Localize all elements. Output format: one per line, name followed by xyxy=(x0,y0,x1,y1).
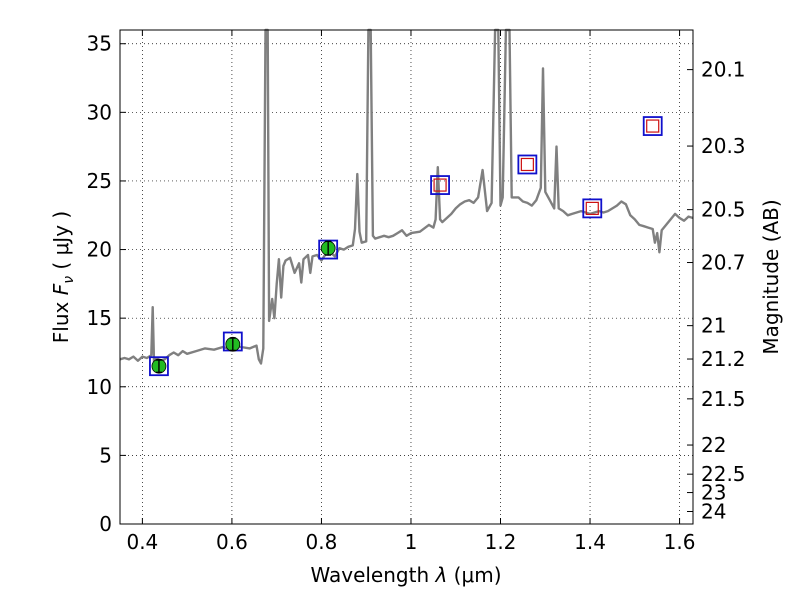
model-photometry xyxy=(149,116,663,377)
y-tick-label: 35 xyxy=(87,32,112,56)
y-axis-title-prefix: Flux xyxy=(49,295,73,343)
y2-tick-label: 24 xyxy=(701,499,726,523)
model-inner-square xyxy=(585,201,599,215)
x-axis-title-prefix: Wavelength xyxy=(310,563,435,587)
x-tick-label: 1.2 xyxy=(485,530,517,554)
model-flux-square xyxy=(318,239,339,260)
y-tick-label: 10 xyxy=(87,375,112,399)
y2-tick-label: 20.7 xyxy=(701,251,746,275)
x-tick-label: 1.4 xyxy=(574,530,606,554)
y-axis-title-subscript: ν xyxy=(61,276,77,284)
x-tick-label: 1 xyxy=(405,530,418,554)
model-flux-square xyxy=(517,154,538,175)
y-tick-label: 25 xyxy=(87,169,112,193)
y-axis-title-suffix: ( μJy ) xyxy=(49,211,73,276)
y2-tick-label: 22 xyxy=(701,433,726,457)
y2-tick-label: 22.5 xyxy=(701,462,746,486)
model-inner-square xyxy=(520,157,534,172)
x-tick-label: 0.4 xyxy=(126,530,158,554)
model-flux-square xyxy=(582,198,603,219)
ticks: 0.4 0.6 0.8 1 1.2 1.4 1.6 0 5 10 15 20 25 30 35 20.1 20.… xyxy=(87,30,746,554)
y2-tick-label: 21 xyxy=(701,314,726,338)
y2-tick-label: 23 xyxy=(701,481,726,505)
y-tick-label: 5 xyxy=(99,443,112,467)
x-tick-label: 0.8 xyxy=(306,530,338,554)
y-axis-title-symbol: F xyxy=(49,283,73,295)
model-inner-square xyxy=(433,178,447,192)
x-tick-label: 0.6 xyxy=(216,530,248,554)
observed-photometry xyxy=(151,240,336,374)
axes-frame xyxy=(119,29,694,525)
plot-area xyxy=(119,28,694,377)
model-flux-square xyxy=(642,116,663,136)
y-tick-label: 20 xyxy=(87,238,112,262)
x-tick-label: 1.6 xyxy=(664,530,696,554)
y-tick-label: 0 xyxy=(99,512,112,536)
y-tick-label: 15 xyxy=(87,306,112,330)
y-axis-title: Flux Fν ( μJy ) xyxy=(49,211,77,343)
y2-tick-label: 20.1 xyxy=(701,58,746,82)
x-axis-title-suffix: (μm) xyxy=(447,563,501,587)
y2-tick-label: 20.5 xyxy=(701,198,746,222)
model-flux-square xyxy=(149,356,169,377)
y2-tick-label: 21.5 xyxy=(701,387,746,411)
y2-tick-label: 21.2 xyxy=(701,347,746,371)
y-tick-label: 30 xyxy=(87,100,112,124)
y2-axis-title: Magnitude (AB) xyxy=(759,199,783,354)
y2-tick-label: 20.3 xyxy=(701,134,746,158)
x-axis-title: Wavelength λ (μm) xyxy=(310,563,501,587)
model-flux-square xyxy=(430,175,450,195)
x-axis-title-symbol: λ xyxy=(434,563,447,587)
model-inner-square xyxy=(646,119,660,133)
